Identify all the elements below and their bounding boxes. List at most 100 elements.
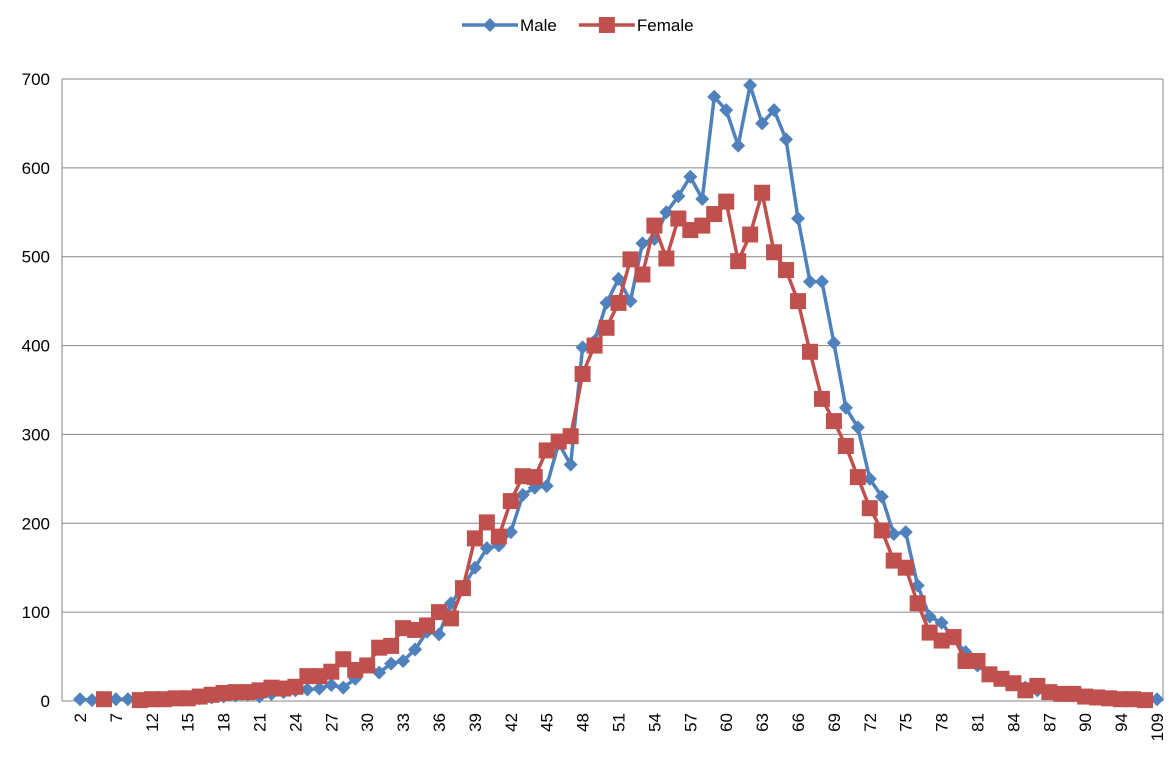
marker <box>873 522 890 539</box>
y-tick-label: 500 <box>22 248 50 267</box>
x-tick-label: 12 <box>143 713 162 732</box>
legend-label: Male <box>520 16 557 35</box>
x-tick-label: 81 <box>969 713 988 732</box>
marker <box>490 528 507 545</box>
marker <box>479 541 494 556</box>
x-tick-label: 75 <box>897 713 916 732</box>
x-tick-label: 87 <box>1040 713 1059 732</box>
marker <box>826 335 841 350</box>
marker <box>898 525 913 540</box>
marker <box>766 244 783 261</box>
marker <box>503 525 518 540</box>
x-tick-label: 60 <box>717 713 736 732</box>
x-tick-label: 51 <box>610 713 629 732</box>
marker <box>1137 692 1154 709</box>
marker <box>396 654 411 669</box>
marker <box>706 206 723 223</box>
marker <box>802 274 817 289</box>
marker <box>719 103 734 118</box>
x-tick-label: 45 <box>538 713 557 732</box>
x-tick-label: 27 <box>322 713 341 732</box>
marker <box>73 692 87 707</box>
marker <box>969 653 986 670</box>
marker <box>934 615 949 630</box>
x-tick-label: 57 <box>681 713 700 732</box>
marker <box>1150 692 1164 707</box>
marker <box>84 693 99 708</box>
x-tick-label: 2 <box>71 713 90 722</box>
y-tick-label: 300 <box>22 425 50 444</box>
marker <box>813 390 830 407</box>
marker <box>849 469 866 486</box>
marker <box>599 295 614 310</box>
x-tick-label: 39 <box>466 713 485 732</box>
marker <box>467 560 482 575</box>
y-tick-label: 400 <box>22 337 50 356</box>
marker <box>562 428 579 445</box>
x-tick-label: 30 <box>358 713 377 732</box>
y-tick-label: 0 <box>41 692 50 711</box>
marker <box>754 184 771 201</box>
marker <box>432 627 446 642</box>
x-tick-label: 90 <box>1076 713 1095 732</box>
marker <box>755 116 770 131</box>
marker <box>646 217 663 234</box>
marker <box>515 487 530 502</box>
marker <box>466 530 483 547</box>
x-tick-label: 109 <box>1148 713 1167 741</box>
marker <box>767 103 782 118</box>
marker <box>634 266 651 283</box>
marker <box>695 191 710 206</box>
marker <box>575 340 590 355</box>
marker <box>526 469 543 486</box>
x-tick-label: 21 <box>251 713 270 732</box>
marker <box>108 692 123 707</box>
marker <box>300 682 315 697</box>
marker <box>730 253 747 270</box>
marker <box>324 678 339 693</box>
marker <box>336 680 351 695</box>
marker <box>658 250 675 267</box>
marker <box>707 89 722 104</box>
marker <box>861 500 878 517</box>
marker <box>598 319 615 336</box>
marker <box>408 642 423 657</box>
x-tick-label: 18 <box>215 713 234 732</box>
x-tick-label: 94 <box>1112 713 1131 732</box>
x-tick-label: 63 <box>753 713 772 732</box>
x-tick-label: 7 <box>107 713 126 722</box>
x-tick-label: 78 <box>933 713 952 732</box>
marker <box>563 457 578 472</box>
x-tick-label: 84 <box>1004 713 1023 732</box>
marker <box>659 205 674 220</box>
marker <box>598 17 615 33</box>
x-tick-label: 42 <box>502 713 521 732</box>
marker <box>372 665 387 680</box>
y-tick-label: 600 <box>22 159 50 178</box>
marker <box>791 211 805 226</box>
marker <box>801 343 818 360</box>
marker <box>874 489 889 504</box>
marker <box>945 629 962 646</box>
marker <box>731 138 746 153</box>
series-line <box>79 84 1157 702</box>
marker <box>886 526 901 541</box>
x-tick-label: 72 <box>861 713 880 732</box>
marker <box>850 420 865 435</box>
marker <box>586 337 603 354</box>
marker <box>635 236 650 251</box>
x-tick-label: 15 <box>179 713 198 732</box>
marker <box>384 656 399 671</box>
marker <box>742 226 759 243</box>
marker <box>671 189 686 204</box>
marker <box>383 637 400 654</box>
marker <box>574 366 591 383</box>
marker <box>610 294 627 311</box>
marker <box>95 691 112 708</box>
marker <box>502 493 519 510</box>
marker <box>312 681 327 696</box>
marker <box>483 18 497 32</box>
x-tick-label: 54 <box>645 713 664 732</box>
marker <box>454 580 471 597</box>
